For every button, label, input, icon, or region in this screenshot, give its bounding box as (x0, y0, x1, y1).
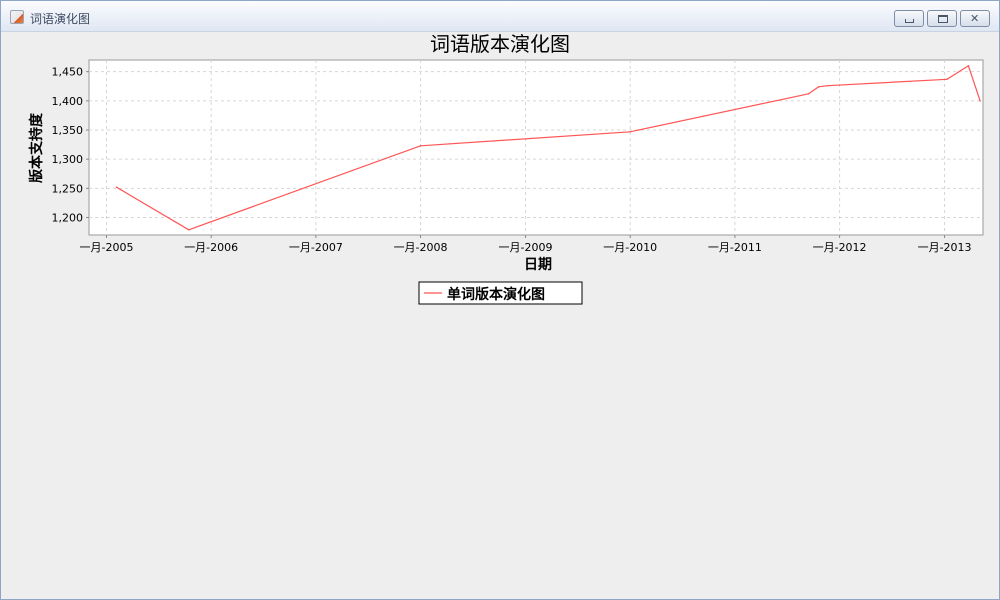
y-tick-label: 1,350 (52, 124, 84, 137)
minimize-button[interactable] (894, 10, 924, 27)
close-icon: ✕ (970, 12, 980, 25)
data-point (188, 228, 190, 231)
title-bar[interactable]: 词语演化图 ✕ (1, 1, 999, 32)
y-tick-label: 1,300 (52, 153, 84, 166)
y-tick-label: 1,450 (52, 66, 84, 79)
legend: 单词版本演化图 (418, 281, 583, 305)
x-tick-label: 一月-2006 (184, 241, 238, 254)
data-point (979, 100, 981, 102)
y-tick-label: 1,400 (52, 95, 84, 108)
x-tick-label: 一月-2011 (708, 241, 762, 254)
maximize-button[interactable] (927, 10, 957, 27)
chart-title: 词语版本演化图 (430, 32, 570, 56)
data-point (826, 84, 829, 87)
grid-lines (89, 60, 983, 235)
data-point (967, 65, 970, 67)
plot-area (88, 59, 984, 236)
y-tick-label: 1,200 (52, 212, 84, 225)
x-tick-label: 一月-2005 (80, 241, 134, 254)
x-axis-label: 日期 (524, 257, 552, 273)
series-line (116, 65, 981, 231)
chart: 词语版本演化图 1,200 1,250 1,300 1,350 1,400 1,450 一… (28, 32, 984, 305)
x-tick-label: 一月-2010 (603, 241, 657, 254)
data-point (115, 186, 118, 188)
data-point (807, 93, 810, 95)
window-title: 词语演化图 (30, 12, 91, 26)
x-tick-label: 一月-2012 (813, 241, 867, 254)
x-tick-label: 一月-2009 (499, 241, 553, 254)
minimize-icon (905, 19, 914, 23)
x-tick-label: 一月-2007 (289, 241, 343, 254)
x-axis-ticks: 一月-2005 一月-2006 一月-2007 一月-2008 一月-2009 一月-20… (80, 235, 972, 254)
y-axis-label: 版本支持度 (28, 112, 45, 183)
close-button[interactable]: ✕ (960, 10, 990, 27)
legend-label: 单词版本演化图 (447, 286, 545, 303)
data-point (419, 144, 422, 147)
java-cup-icon (10, 10, 24, 24)
maximize-icon (938, 15, 948, 23)
series-layer (115, 65, 981, 231)
data-point (817, 86, 820, 88)
x-tick-label: 一月-2008 (394, 241, 448, 254)
data-point (946, 78, 948, 81)
y-tick-label: 1,250 (52, 182, 84, 195)
legend-box (418, 281, 583, 305)
x-tick-label: 一月-2013 (918, 241, 972, 254)
y-axis-ticks: 1,200 1,250 1,300 1,350 1,400 1,450 (52, 66, 89, 225)
data-point (629, 130, 632, 133)
